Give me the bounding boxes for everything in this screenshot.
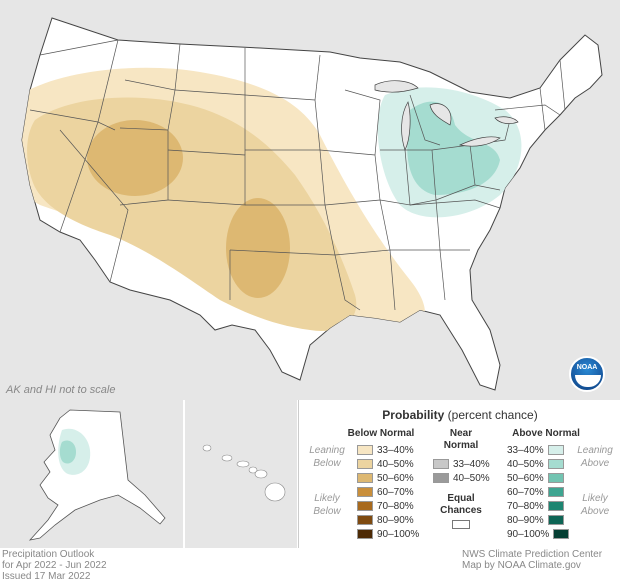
below-swatch	[357, 529, 373, 539]
below-label: 90–100%	[377, 528, 420, 540]
below-swatch	[357, 473, 373, 483]
above-label: 50–60%	[507, 472, 544, 484]
equal-chances-line-1: Equal	[447, 493, 475, 504]
near-normal-header-2: Normal	[443, 440, 479, 451]
above-swatch	[547, 459, 564, 469]
legend-title-bold: Probability	[382, 408, 445, 422]
near-label: 40–50%	[453, 472, 490, 484]
above-label: 40–50%	[507, 458, 544, 470]
footer-left-1: Precipitation Outlook	[2, 549, 95, 560]
legend-title: Probability (percent chance)	[299, 408, 620, 422]
above-swatch	[547, 501, 564, 511]
above-label: 70–80%	[507, 500, 544, 512]
alaska-above-40-50	[59, 440, 76, 464]
footer-left-3: Issued 17 Mar 2022	[2, 571, 91, 582]
below-swatch	[357, 445, 373, 455]
alaska-inset	[0, 400, 183, 548]
contiguous-us-map: NOAA AK and HI not to scale	[0, 0, 620, 400]
footer-right-2: Map by NOAA Climate.gov	[462, 560, 581, 571]
below-legend-row: 33–40%	[357, 444, 414, 456]
near-legend-row: 40–50%	[433, 472, 490, 484]
below-label: 40–50%	[377, 458, 414, 470]
leaning-above-label: Leaning Above	[569, 444, 620, 470]
above-swatch	[547, 515, 564, 525]
alaska-land	[28, 409, 166, 541]
above-legend-row: 33–40%	[507, 444, 564, 456]
equal-chances-line-2: Chances	[440, 505, 482, 516]
legend: Probability (percent chance) Below Norma…	[298, 400, 620, 548]
footer-right-1: NWS Climate Prediction Center	[462, 549, 603, 560]
above-label: 80–90%	[507, 514, 544, 526]
hawaii-inset	[185, 400, 297, 548]
below-50-60-region-south	[226, 198, 290, 298]
above-label: 90–100%	[507, 528, 550, 540]
footer: Precipitation Outlook for Apr 2022 - Jun…	[0, 548, 620, 585]
likely-above-label: Likely Above	[569, 492, 620, 518]
below-normal-header: Below Normal	[347, 428, 415, 439]
below-label: 50–60%	[377, 472, 414, 484]
above-label: 60–70%	[507, 486, 544, 498]
outlook-map-svg	[21, 17, 603, 391]
above-legend-row: 80–90%	[507, 514, 564, 526]
noaa-logo-wave	[575, 375, 601, 387]
likely-below-line-1: Likely	[314, 493, 340, 504]
footer-left-2: for Apr 2022 - Jun 2022	[2, 560, 107, 571]
above-legend-row: 40–50%	[507, 458, 564, 470]
leaning-above-line-2: Above	[580, 458, 610, 469]
below-legend-row: 80–90%	[357, 514, 414, 526]
below-swatch	[357, 501, 373, 511]
great-lakes	[374, 80, 519, 151]
alaska-map-svg	[28, 409, 166, 541]
below-legend-row: 70–80%	[357, 500, 414, 512]
hawaii-islands	[202, 444, 286, 502]
scale-note: AK and HI not to scale	[6, 384, 116, 396]
above-swatch	[547, 473, 564, 483]
below-50-60-region-west	[87, 120, 183, 196]
leaning-below-label: Leaning Below	[301, 444, 353, 470]
legend-title-rest: (percent chance)	[444, 408, 538, 422]
below-swatch	[357, 487, 373, 497]
above-40-50-region	[407, 101, 500, 195]
below-swatch	[357, 459, 373, 469]
leaning-above-line-1: Leaning	[577, 445, 613, 456]
leaning-below-line-2: Below	[313, 458, 341, 469]
above-legend-row: 60–70%	[507, 486, 564, 498]
leaning-below-line-1: Leaning	[309, 445, 345, 456]
noaa-logo: NOAA	[569, 356, 605, 392]
likely-below-label: Likely Below	[301, 492, 353, 518]
below-legend-row: 60–70%	[357, 486, 414, 498]
equal-chances-swatch	[452, 520, 470, 529]
hawaii-map-svg	[202, 444, 286, 502]
near-swatch	[433, 459, 449, 469]
likely-above-line-2: Above	[580, 506, 610, 517]
above-swatch	[547, 445, 564, 455]
above-legend-row: 50–60%	[507, 472, 564, 484]
below-label: 33–40%	[377, 444, 414, 456]
state-borders	[29, 39, 566, 311]
noaa-logo-text: NOAA	[576, 364, 598, 371]
below-label: 80–90%	[377, 514, 414, 526]
near-legend-row: 33–40%	[433, 458, 490, 470]
below-label: 60–70%	[377, 486, 414, 498]
above-normal-header: Above Normal	[512, 428, 580, 439]
near-swatch	[433, 473, 449, 483]
below-swatch	[357, 515, 373, 525]
above-legend-row: 90–100%	[507, 528, 570, 540]
below-label: 70–80%	[377, 500, 414, 512]
inset-row	[0, 400, 620, 548]
near-normal-header-1: Near	[449, 428, 473, 439]
above-swatch	[553, 529, 570, 539]
near-label: 33–40%	[453, 458, 490, 470]
below-legend-row: 90–100%	[357, 528, 419, 540]
likely-above-line-1: Likely	[582, 493, 608, 504]
above-legend-row: 70–80%	[507, 500, 564, 512]
below-legend-row: 40–50%	[357, 458, 414, 470]
below-legend-row: 50–60%	[357, 472, 414, 484]
above-label: 33–40%	[507, 444, 544, 456]
above-swatch	[547, 487, 564, 497]
likely-below-line-2: Below	[313, 506, 341, 517]
